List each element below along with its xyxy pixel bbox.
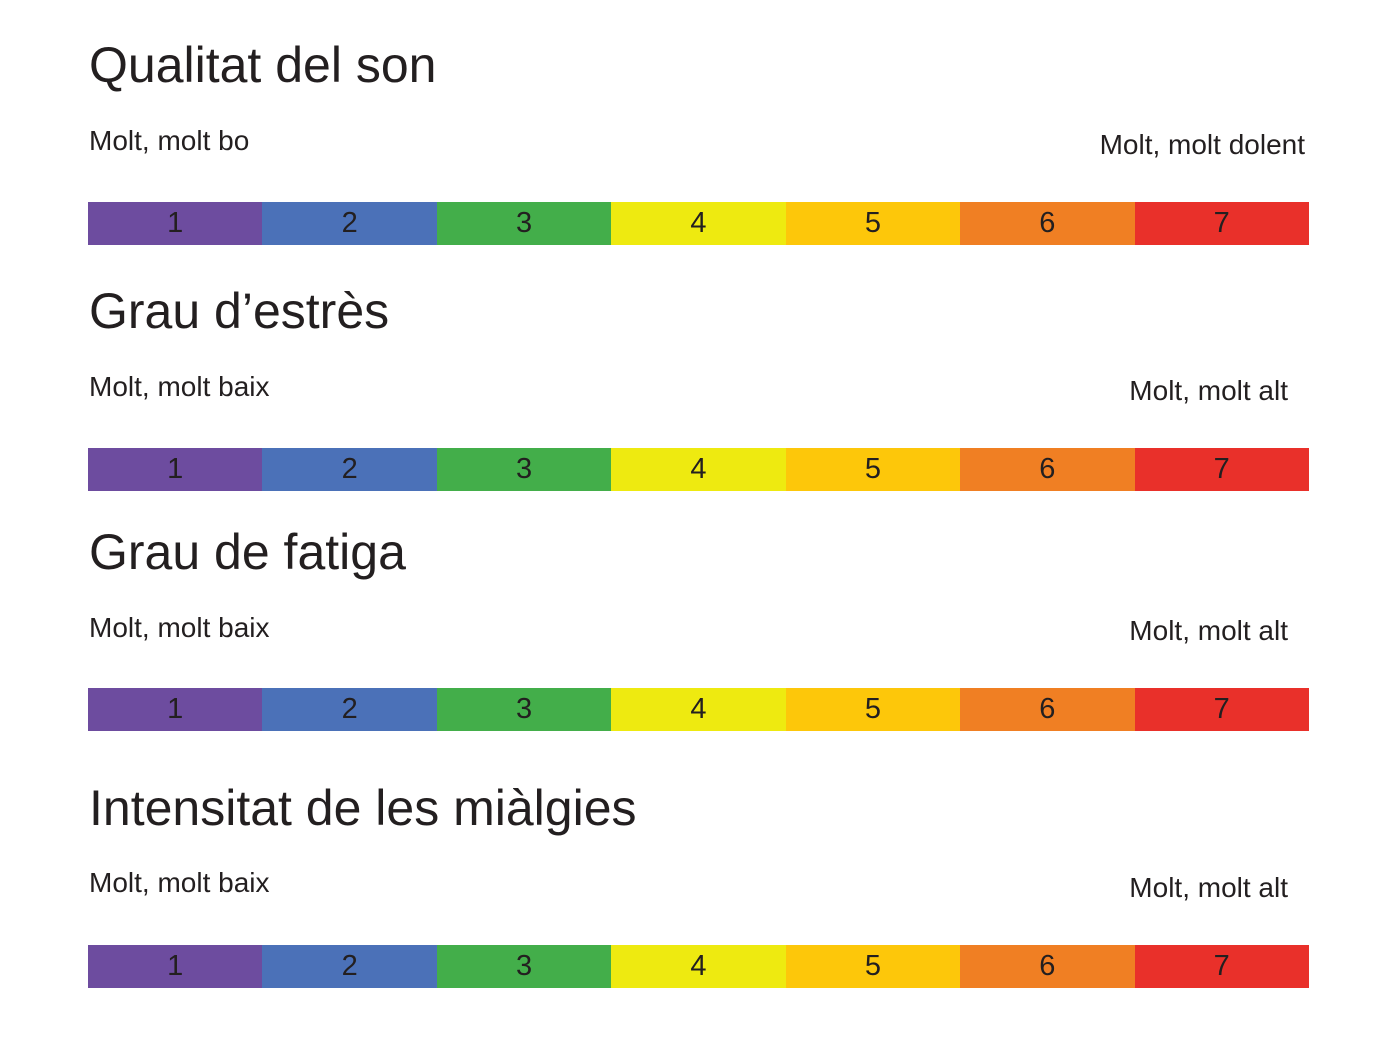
rating-option-2[interactable]: 2 <box>262 945 437 988</box>
scale-low-label: Molt, molt baix <box>89 371 270 402</box>
rating-option-2[interactable]: 2 <box>262 448 437 491</box>
rating-scale: 1 2 3 4 5 6 7 <box>88 945 1309 988</box>
rating-option-3[interactable]: 3 <box>436 202 612 245</box>
rating-option-6[interactable]: 6 <box>960 448 1135 491</box>
rating-option-1[interactable]: 1 <box>88 448 263 491</box>
rating-scale: 1 2 3 4 5 6 7 <box>88 688 1309 731</box>
scale-high-label: Molt, molt alt <box>1129 615 1288 646</box>
rating-option-4[interactable]: 4 <box>611 448 786 491</box>
rating-option-6[interactable]: 6 <box>960 202 1135 245</box>
rating-scale: 1 2 3 4 5 6 7 <box>88 202 1309 245</box>
section-title: Qualitat del son <box>89 37 437 93</box>
rating-option-7[interactable]: 7 <box>1134 688 1309 731</box>
rating-option-1[interactable]: 1 <box>88 202 263 245</box>
rating-option-4[interactable]: 4 <box>611 202 786 245</box>
rating-option-1[interactable]: 1 <box>88 688 263 731</box>
section-title: Grau d’estrès <box>89 283 390 339</box>
scale-low-label: Molt, molt baix <box>89 612 270 643</box>
scale-low-label: Molt, molt baix <box>89 867 270 898</box>
rating-option-6[interactable]: 6 <box>960 945 1135 988</box>
rating-option-3[interactable]: 3 <box>436 688 612 731</box>
rating-option-3[interactable]: 3 <box>436 448 612 491</box>
rating-option-4[interactable]: 4 <box>611 945 786 988</box>
rating-option-5[interactable]: 5 <box>785 688 961 731</box>
scale-high-label: Molt, molt dolent <box>1099 129 1305 160</box>
rating-option-5[interactable]: 5 <box>785 448 961 491</box>
scale-high-label: Molt, molt alt <box>1129 872 1288 903</box>
rating-option-7[interactable]: 7 <box>1134 202 1309 245</box>
scale-high-label: Molt, molt alt <box>1129 375 1288 406</box>
rating-option-7[interactable]: 7 <box>1134 448 1309 491</box>
rating-option-2[interactable]: 2 <box>262 688 437 731</box>
rating-option-1[interactable]: 1 <box>88 945 263 988</box>
section-title: Intensitat de les miàlgies <box>89 780 637 836</box>
rating-option-2[interactable]: 2 <box>262 202 437 245</box>
rating-option-5[interactable]: 5 <box>785 945 961 988</box>
rating-option-3[interactable]: 3 <box>436 945 612 988</box>
rating-scale: 1 2 3 4 5 6 7 <box>88 448 1309 491</box>
rating-option-5[interactable]: 5 <box>785 202 961 245</box>
scale-low-label: Molt, molt bo <box>89 125 250 156</box>
rating-option-7[interactable]: 7 <box>1134 945 1309 988</box>
rating-option-4[interactable]: 4 <box>611 688 786 731</box>
section-title: Grau de fatiga <box>89 524 406 580</box>
rating-option-6[interactable]: 6 <box>960 688 1135 731</box>
